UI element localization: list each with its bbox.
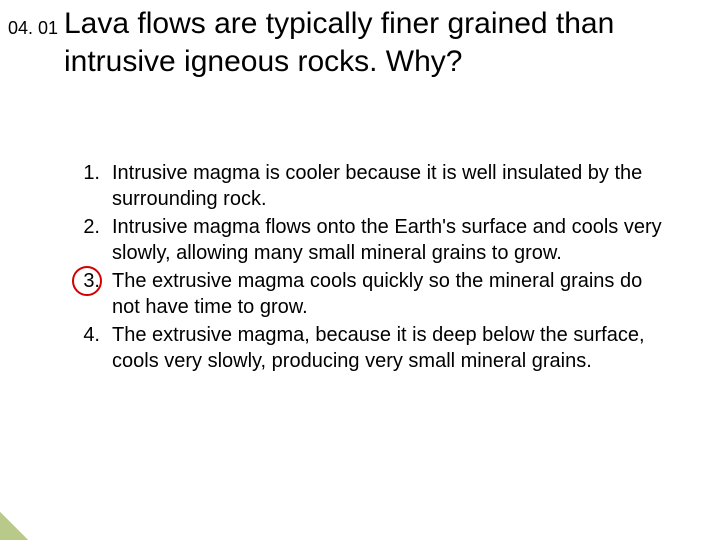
- question-title: Lava flows are typically finer grained t…: [64, 5, 684, 82]
- option-2: 2. Intrusive magma flows onto the Earth'…: [52, 214, 672, 266]
- corner-triangle-overlay: [0, 512, 28, 540]
- option-4: 4. The extrusive magma, because it is de…: [52, 322, 672, 374]
- correct-answer-circle: [72, 266, 102, 296]
- slide: 04. 01 Lava flows are typically finer gr…: [0, 0, 720, 540]
- option-3: 3. The extrusive magma cools quickly so …: [52, 268, 672, 320]
- section-number: 04. 01: [8, 18, 58, 39]
- option-4-text: The extrusive magma, because it is deep …: [112, 322, 672, 374]
- option-2-number: 2.: [52, 214, 112, 240]
- option-1-number: 1.: [52, 160, 112, 186]
- option-1-text: Intrusive magma is cooler because it is …: [112, 160, 672, 212]
- option-3-text: The extrusive magma cools quickly so the…: [112, 268, 672, 320]
- options-list: 1. Intrusive magma is cooler because it …: [52, 160, 672, 376]
- option-1: 1. Intrusive magma is cooler because it …: [52, 160, 672, 212]
- option-4-number: 4.: [52, 322, 112, 348]
- option-2-text: Intrusive magma flows onto the Earth's s…: [112, 214, 672, 266]
